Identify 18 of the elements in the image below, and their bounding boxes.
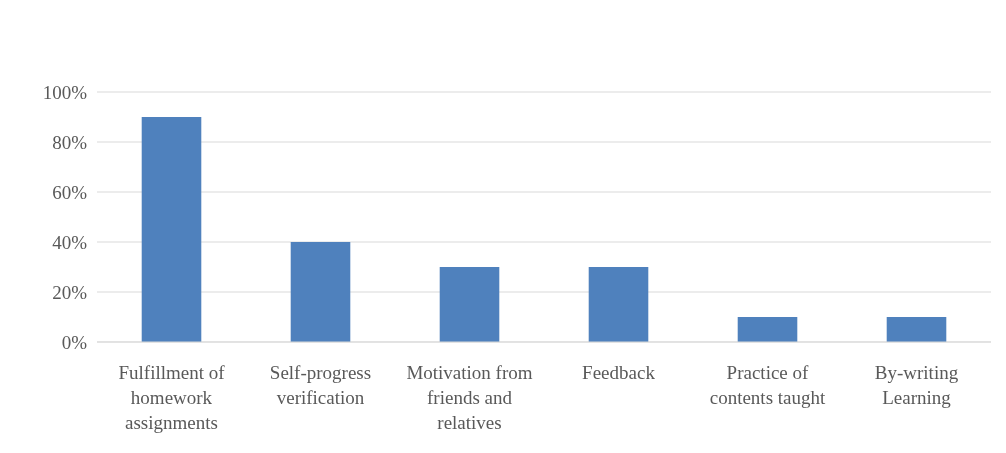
y-tick-label: 60% — [52, 181, 88, 203]
bar — [737, 317, 798, 342]
y-tick-label: 0% — [61, 331, 88, 353]
x-tick-label: Feedback — [582, 362, 656, 383]
y-tick-label: 20% — [52, 281, 88, 303]
bar — [588, 267, 649, 342]
x-tick-label: By-writing Learning — [874, 362, 959, 408]
bar — [290, 242, 351, 342]
bar — [886, 317, 947, 342]
bar — [141, 117, 202, 342]
y-tick-label: 80% — [52, 131, 88, 153]
y-tick-label: 40% — [52, 231, 88, 253]
y-tick-label: 100% — [42, 81, 88, 103]
x-tick-label: Motivation from friends and relatives — [406, 362, 533, 433]
x-tick-label: Fulfillment of homework assignments — [118, 362, 226, 433]
x-tick-label: Self-progress verification — [269, 362, 372, 408]
x-tick-label: Practice of contents taught — [709, 362, 826, 408]
bar — [439, 267, 500, 342]
